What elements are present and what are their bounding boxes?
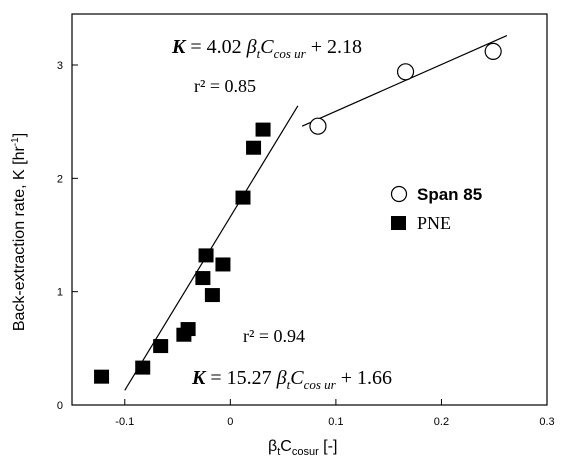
point-pne (255, 122, 271, 137)
legend: Span 85 PNE (390, 185, 482, 233)
x-axis-label: βtCcosur [-] (268, 438, 337, 458)
data-points (94, 42, 502, 384)
x-tick-label: 0.1 (328, 416, 343, 428)
x-tick-label: 0 (227, 416, 233, 428)
y-tick-label: 2 (57, 173, 63, 185)
equation-top: K = 4.02 βtCcos ur + 2.18 (171, 36, 362, 61)
fit-line-span-85 (301, 34, 508, 127)
point-pne (235, 190, 251, 205)
equation-bottom: K = 15.27 βtCcos ur + 1.66 (191, 367, 392, 392)
legend-marker-span85 (390, 185, 408, 203)
r-squared-top: r² = 0.85 (194, 76, 256, 96)
x-tick-label: -0.1 (115, 416, 134, 428)
y-tick-label: 1 (57, 287, 63, 299)
legend-label-pne: PNE (417, 213, 451, 233)
point-pne (215, 257, 231, 272)
point-pne (204, 288, 220, 303)
point-span85 (396, 63, 415, 81)
point-pne (198, 248, 214, 263)
legend-marker-pne (391, 216, 406, 230)
point-pne (246, 140, 262, 155)
r-squared-bottom: r² = 0.94 (243, 326, 305, 346)
point-pne (153, 339, 169, 354)
legend-label-span85: Span 85 (417, 185, 482, 204)
x-tick-label: 0.3 (539, 416, 554, 428)
y-tick-label: 0 (57, 400, 63, 412)
fit-line-pne (124, 105, 299, 391)
point-span85 (484, 42, 502, 61)
point-pne (180, 322, 196, 337)
point-pne (135, 360, 151, 375)
point-span85 (309, 117, 327, 135)
y-axis-label: Back-extraction rate, K [hr-1] (10, 133, 28, 331)
ticks-layer: -0.1 0 0.1 0.2 0.3 0 1 2 3 (57, 60, 555, 428)
point-pne (94, 369, 110, 384)
point-pne (195, 271, 211, 286)
x-tick-label: 0.2 (434, 416, 449, 428)
plot-frame (71, 13, 548, 406)
y-tick-label: 3 (57, 60, 63, 72)
